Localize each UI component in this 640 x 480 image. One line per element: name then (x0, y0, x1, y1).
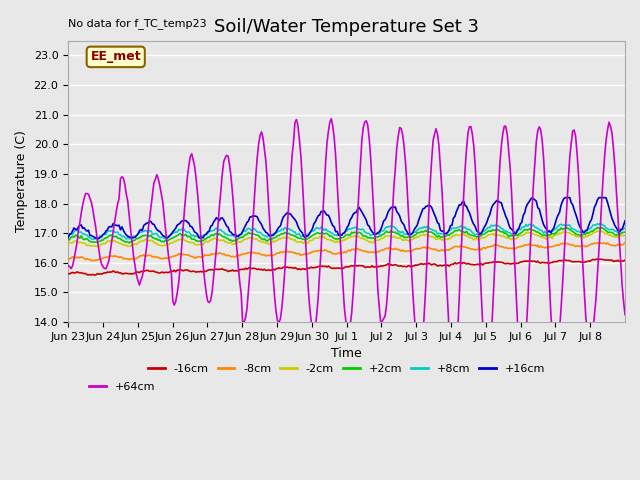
Y-axis label: Temperature (C): Temperature (C) (15, 131, 28, 232)
X-axis label: Time: Time (332, 348, 362, 360)
Text: No data for f_TC_temp23: No data for f_TC_temp23 (68, 19, 207, 29)
Text: EE_met: EE_met (90, 50, 141, 63)
Title: Soil/Water Temperature Set 3: Soil/Water Temperature Set 3 (214, 18, 479, 36)
Legend: +64cm: +64cm (85, 378, 160, 396)
